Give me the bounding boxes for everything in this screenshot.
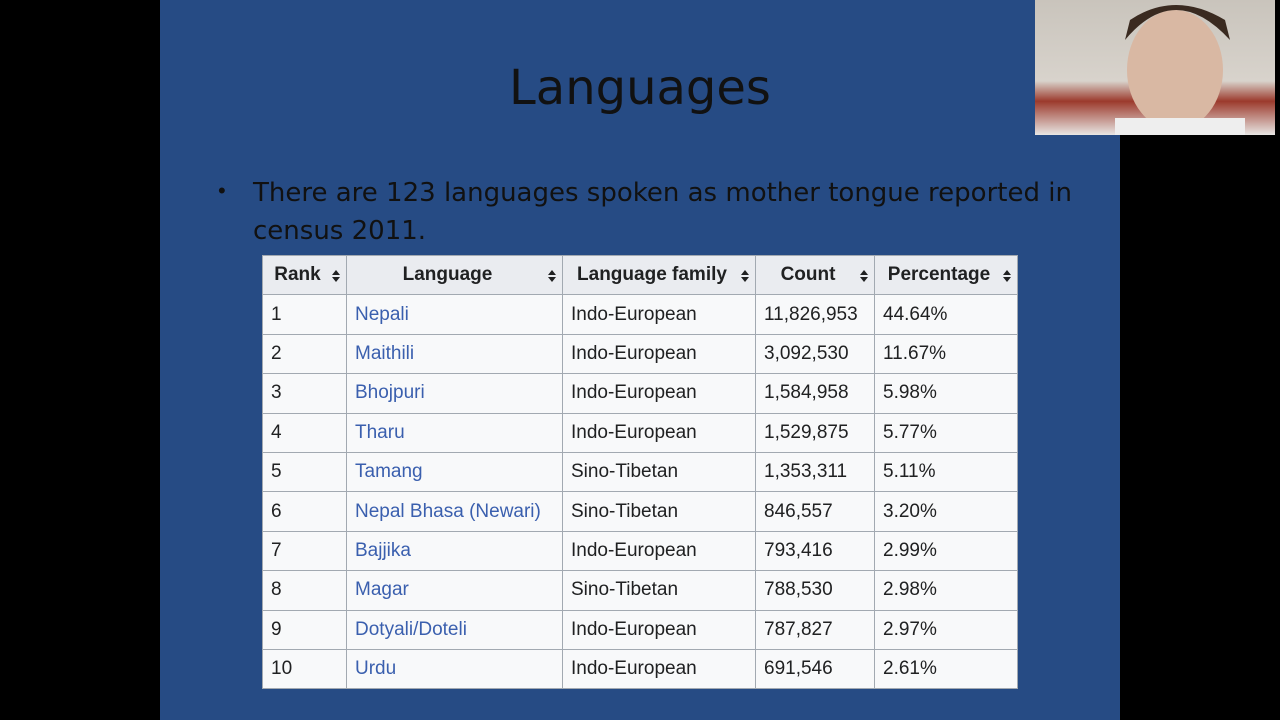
table-cell: 3.20%	[874, 491, 1018, 532]
table-cell: 11.67%	[874, 333, 1018, 375]
table-cell: 1	[262, 294, 347, 335]
table-row: 10 Urdu Indo-European 691,546 2.61%	[262, 648, 1018, 690]
table-cell: Indo-European	[562, 333, 756, 375]
table-cell: 3,092,530	[755, 333, 875, 375]
column-header[interactable]: Count	[755, 254, 875, 296]
sort-icon	[548, 270, 556, 282]
table-cell: Indo-European	[562, 412, 756, 453]
table-cell: 793,416	[755, 530, 875, 572]
column-header[interactable]: Language family	[562, 254, 756, 296]
table-cell: 7	[262, 530, 347, 572]
table-cell: 8	[262, 570, 347, 611]
table-cell: 5	[262, 451, 347, 493]
header-row: Rank Language Language family Count Percenta…	[262, 254, 1018, 296]
table-cell: 1,584,958	[755, 373, 875, 414]
language-link[interactable]: Bajjika	[346, 530, 563, 572]
table-row: 2 Maithili Indo-European 3,092,530 11.67%	[262, 333, 1018, 375]
table-cell: Sino-Tibetan	[562, 451, 756, 493]
language-link[interactable]: Tharu	[346, 412, 563, 453]
table-cell: Sino-Tibetan	[562, 570, 756, 611]
table-cell: 6	[262, 491, 347, 532]
table-row: 5 Tamang Sino-Tibetan 1,353,311 5.11%	[262, 451, 1018, 493]
column-header[interactable]: Language	[346, 254, 563, 296]
table-cell: 846,557	[755, 491, 875, 532]
table-cell: 5.77%	[874, 412, 1018, 453]
language-link[interactable]: Nepal Bhasa (Newari)	[346, 491, 563, 532]
sort-icon	[332, 270, 340, 282]
sort-icon	[860, 270, 868, 282]
language-link[interactable]: Dotyali/Doteli	[346, 609, 563, 650]
table-cell: Indo-European	[562, 609, 756, 650]
sort-icon	[741, 270, 749, 282]
language-link[interactable]: Magar	[346, 570, 563, 611]
table-cell: 1,353,311	[755, 451, 875, 493]
table-cell: 11,826,953	[755, 294, 875, 335]
table-cell: 2.61%	[874, 648, 1018, 690]
table-cell: 2.97%	[874, 609, 1018, 650]
table-row: 9 Dotyali/Doteli Indo-European 787,827 2.97%	[262, 609, 1018, 650]
table-cell: 3	[262, 373, 347, 414]
table-cell: 787,827	[755, 609, 875, 650]
webcam-overlay	[1035, 0, 1275, 135]
table-cell: 5.11%	[874, 451, 1018, 493]
webcam-figure	[1115, 5, 1245, 135]
slide-title: Languages	[509, 60, 771, 116]
table-row: 8 Magar Sino-Tibetan 788,530 2.98%	[262, 570, 1018, 611]
table-cell: 2	[262, 333, 347, 375]
language-table: Rank Language Language family Count Percenta…	[262, 254, 1018, 690]
hair	[1125, 5, 1230, 40]
table-cell: 2.99%	[874, 530, 1018, 572]
table-row: 7 Bajjika Indo-European 793,416 2.99%	[262, 530, 1018, 572]
table-cell: 2.98%	[874, 570, 1018, 611]
language-link[interactable]: Maithili	[346, 333, 563, 375]
table-cell: 9	[262, 609, 347, 650]
table-row: 4 Tharu Indo-European 1,529,875 5.77%	[262, 412, 1018, 453]
bullet-dot: •	[218, 178, 226, 203]
table-cell: Indo-European	[562, 530, 756, 572]
face	[1127, 10, 1223, 130]
column-header[interactable]: Rank	[262, 254, 347, 296]
table-cell: 44.64%	[874, 294, 1018, 335]
language-link[interactable]: Nepali	[346, 294, 563, 335]
table-cell: Indo-European	[562, 648, 756, 690]
table-cell: 1,529,875	[755, 412, 875, 453]
language-link[interactable]: Bhojpuri	[346, 373, 563, 414]
table-row: 3 Bhojpuri Indo-European 1,584,958 5.98%	[262, 373, 1018, 414]
table-cell: 5.98%	[874, 373, 1018, 414]
table-cell: 788,530	[755, 570, 875, 611]
column-header[interactable]: Percentage	[874, 254, 1018, 296]
table-cell: 4	[262, 412, 347, 453]
sort-icon	[1003, 270, 1011, 282]
language-link[interactable]: Urdu	[346, 648, 563, 690]
table-cell: 691,546	[755, 648, 875, 690]
table-cell: Indo-European	[562, 294, 756, 335]
table-row: 6 Nepal Bhasa (Newari) Sino-Tibetan 846,557…	[262, 491, 1018, 532]
language-link[interactable]: Tamang	[346, 451, 563, 493]
shirt	[1115, 118, 1245, 135]
table-row: 1 Nepali Indo-European 11,826,953 44.64%	[262, 294, 1018, 335]
table-cell: Sino-Tibetan	[562, 491, 756, 532]
table-cell: Indo-European	[562, 373, 756, 414]
bullet-text: There are 123 languages spoken as mother…	[253, 178, 1072, 246]
table-cell: 10	[262, 648, 347, 690]
